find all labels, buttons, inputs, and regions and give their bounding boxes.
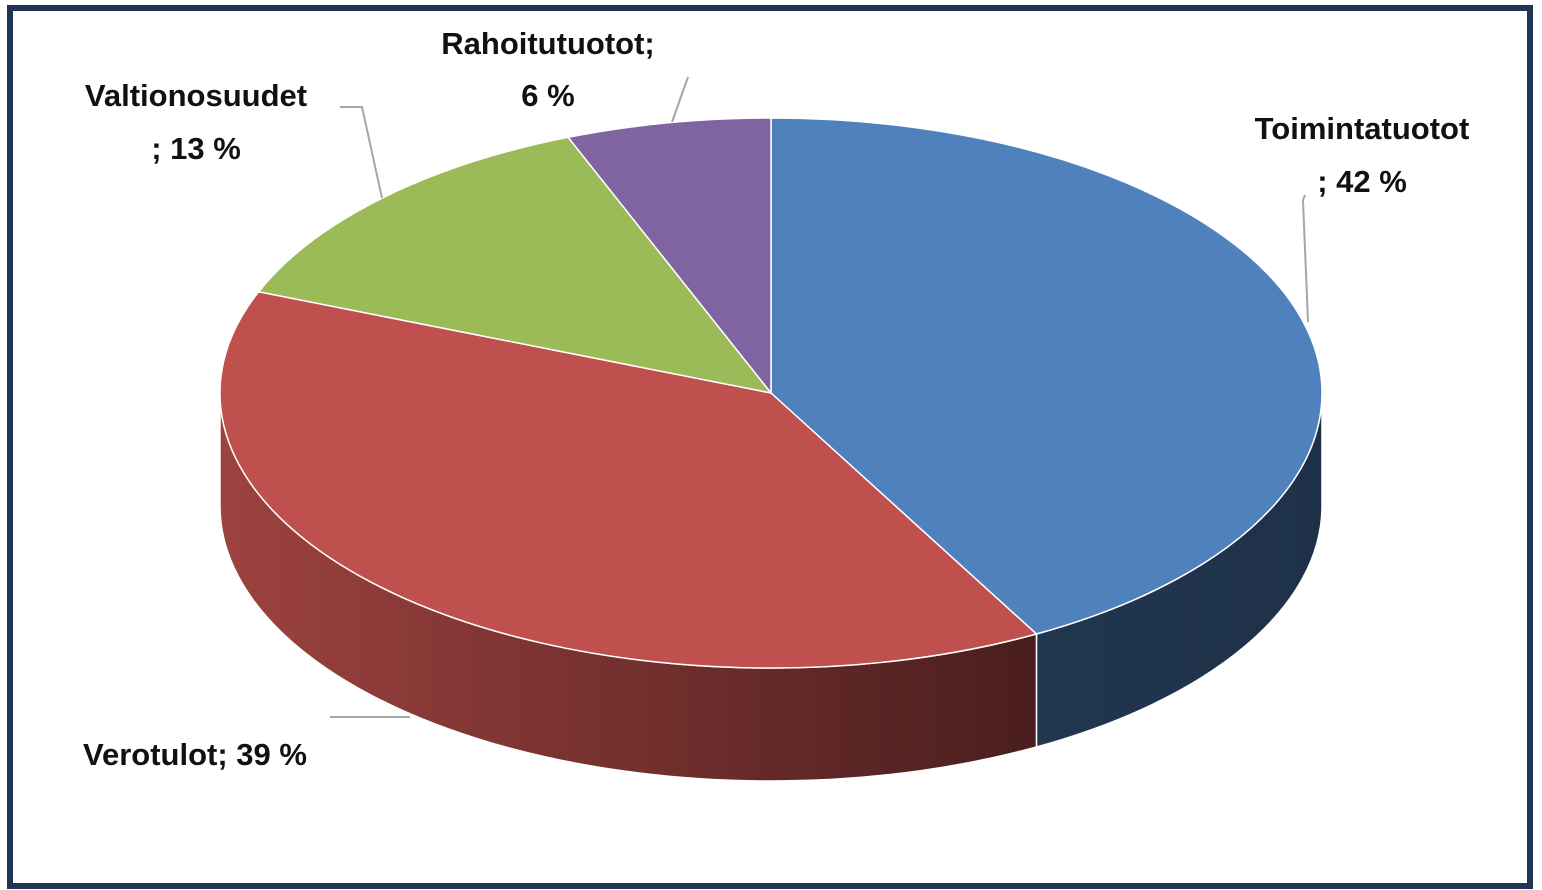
data-label-category: Verotulot: [83, 737, 217, 772]
slice: [566, 117, 772, 396]
data-label-value: 6 %: [521, 78, 574, 113]
leader-line: [1301, 194, 1309, 323]
leader-line: [340, 106, 383, 199]
leader-line: [671, 76, 689, 123]
data-label-category: Toimintatuotot: [1255, 111, 1470, 146]
data-label: Verotulot; 39 %: [83, 737, 307, 772]
slice: [219, 290, 1038, 669]
data-label-value: ; 13 %: [151, 131, 241, 166]
data-label-category: Rahoitutuotot;: [441, 26, 654, 61]
slice: [257, 136, 773, 395]
data-label-value: ; 39 %: [217, 737, 307, 772]
data-label-value: ; 42 %: [1317, 164, 1407, 199]
data-label-category: Valtionosuudet: [85, 78, 307, 113]
slice: [770, 117, 1323, 635]
